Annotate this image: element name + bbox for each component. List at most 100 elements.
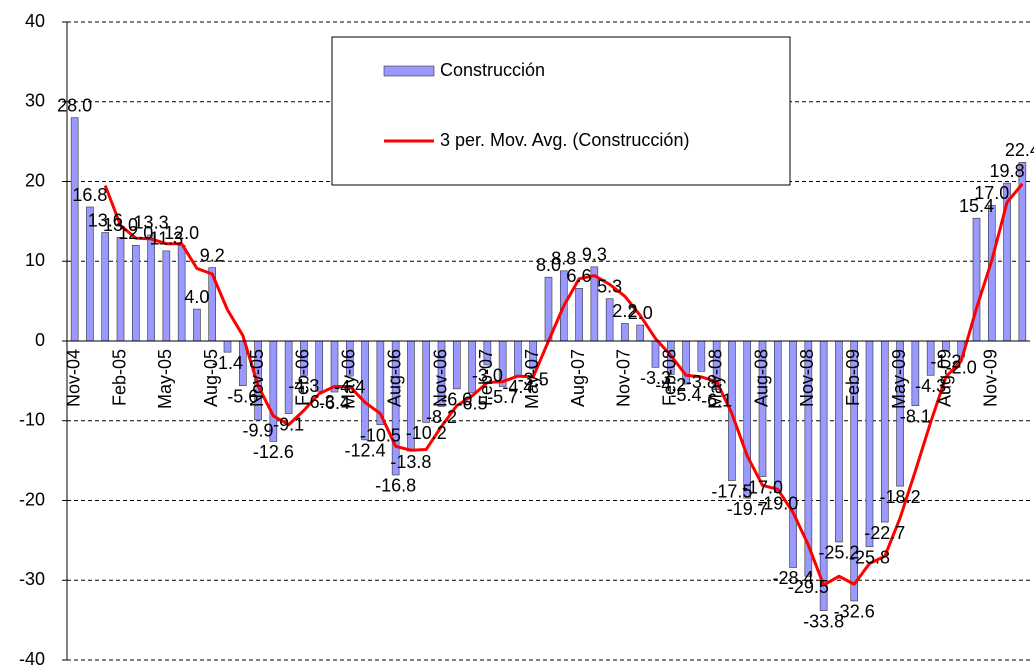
y-tick-label: 10 xyxy=(25,250,45,270)
data-label: -4.4 xyxy=(502,377,533,397)
data-label: 22.4 xyxy=(1005,140,1034,160)
data-label: -3.0 xyxy=(472,366,503,386)
x-tick-label: Feb-08 xyxy=(660,349,680,406)
data-label: -3.8 xyxy=(686,372,717,392)
data-label: -6.4 xyxy=(319,393,350,413)
data-label: -33.8 xyxy=(803,611,844,631)
x-tick-label: May-09 xyxy=(889,349,909,409)
data-label: -22.7 xyxy=(864,523,905,543)
data-label: -6.0 xyxy=(441,390,472,410)
x-tick-label: Aug-08 xyxy=(751,349,771,407)
bar xyxy=(193,308,201,342)
data-label: -10.2 xyxy=(406,423,447,443)
data-label: -17.0 xyxy=(742,477,783,497)
legend-label: Construcción xyxy=(440,60,545,80)
bar xyxy=(972,217,981,342)
data-label: 19.8 xyxy=(990,161,1025,181)
bar xyxy=(865,340,874,548)
data-label: -28.4 xyxy=(773,568,814,588)
data-label: -32.6 xyxy=(834,602,875,622)
x-tick-label: Nov-06 xyxy=(430,349,450,407)
data-label: -4.3 xyxy=(915,376,946,396)
x-tick-label: Aug-09 xyxy=(935,349,955,407)
data-label: -1.2 xyxy=(930,351,961,371)
x-tick-label: Feb-09 xyxy=(843,349,863,406)
data-label: 8.0 xyxy=(536,255,561,275)
data-label: -12.6 xyxy=(253,442,294,462)
data-label: -4.3 xyxy=(288,376,319,396)
y-tick-label: -40 xyxy=(19,649,45,668)
bar xyxy=(651,340,660,368)
bar xyxy=(697,340,706,372)
data-label: -10.5 xyxy=(360,425,401,445)
bar xyxy=(819,340,828,611)
x-tick-label: Aug-05 xyxy=(201,349,221,407)
bar xyxy=(101,232,110,342)
data-label: 11.3 xyxy=(150,229,184,249)
bar xyxy=(636,324,645,342)
moving-average-line xyxy=(103,182,1024,587)
bar xyxy=(452,340,461,390)
data-label: 2.2 xyxy=(612,301,637,321)
bar xyxy=(743,340,752,499)
bar xyxy=(835,340,843,543)
data-label: 9.3 xyxy=(582,245,607,265)
legend-box xyxy=(331,36,791,186)
x-tick-label: Feb-06 xyxy=(293,349,313,406)
data-label: -2.0 xyxy=(946,358,977,378)
bar xyxy=(147,234,155,342)
data-label: 13.6 xyxy=(88,210,123,230)
bar xyxy=(70,117,79,342)
y-tick-label: 30 xyxy=(25,91,45,111)
data-label: -4.2 xyxy=(655,375,686,395)
data-label: -29.5 xyxy=(788,577,829,597)
data-label: -6.1 xyxy=(701,390,732,410)
data-label: 17.0 xyxy=(974,183,1009,203)
legend-label: 3 per. Mov. Avg. (Construcción) xyxy=(440,130,689,150)
x-tick-label: Nov-09 xyxy=(981,349,1001,407)
bar xyxy=(162,250,171,342)
data-label: -25.2 xyxy=(818,543,859,563)
data-label: -6.5 xyxy=(457,394,488,414)
data-label: -12.4 xyxy=(345,441,386,461)
bar xyxy=(116,237,125,342)
x-tick-label: May-05 xyxy=(155,349,175,409)
data-label: -25.8 xyxy=(849,548,890,568)
data-label: 15.4 xyxy=(959,196,994,216)
data-label: 13.3 xyxy=(134,213,169,233)
y-tick-label: 20 xyxy=(25,170,45,190)
bar xyxy=(987,205,996,342)
data-label: -9.1 xyxy=(273,414,304,434)
data-label: 13.0 xyxy=(103,215,138,235)
data-label: -5.6 xyxy=(227,386,258,406)
y-tick-label: -10 xyxy=(19,410,45,430)
x-tick-label: May-07 xyxy=(522,349,542,409)
data-label: 9.2 xyxy=(200,245,225,265)
data-label: -1.4 xyxy=(212,353,243,373)
data-label: 12.0 xyxy=(118,223,153,243)
y-tick-label: -30 xyxy=(19,569,45,589)
data-label: -5.7 xyxy=(487,387,518,407)
data-label: 6.6 xyxy=(567,266,592,286)
bar xyxy=(575,288,583,342)
data-label: -19.7 xyxy=(727,499,768,519)
bar xyxy=(789,340,797,568)
x-tick-label: Nov-08 xyxy=(797,349,817,407)
x-tick-label: Nov-05 xyxy=(247,349,267,407)
y-tick-label: 0 xyxy=(35,330,45,350)
data-label: -4.4 xyxy=(334,377,365,397)
x-tick-label: Feb-05 xyxy=(109,349,129,406)
data-label: -17.5 xyxy=(711,481,752,501)
x-tick-label: Feb-07 xyxy=(476,349,496,406)
data-label: 2.0 xyxy=(628,303,653,323)
data-label: -13.8 xyxy=(390,452,431,472)
data-label: -6.3 xyxy=(304,392,335,412)
data-label: -3.3 xyxy=(640,368,671,388)
x-tick-label: May-08 xyxy=(705,349,725,409)
x-tick-label: Aug-06 xyxy=(384,349,404,407)
data-label: -9.9 xyxy=(243,421,274,441)
bar xyxy=(544,276,553,342)
data-label: -8.2 xyxy=(426,407,457,427)
x-tick-label: May-06 xyxy=(339,349,359,409)
